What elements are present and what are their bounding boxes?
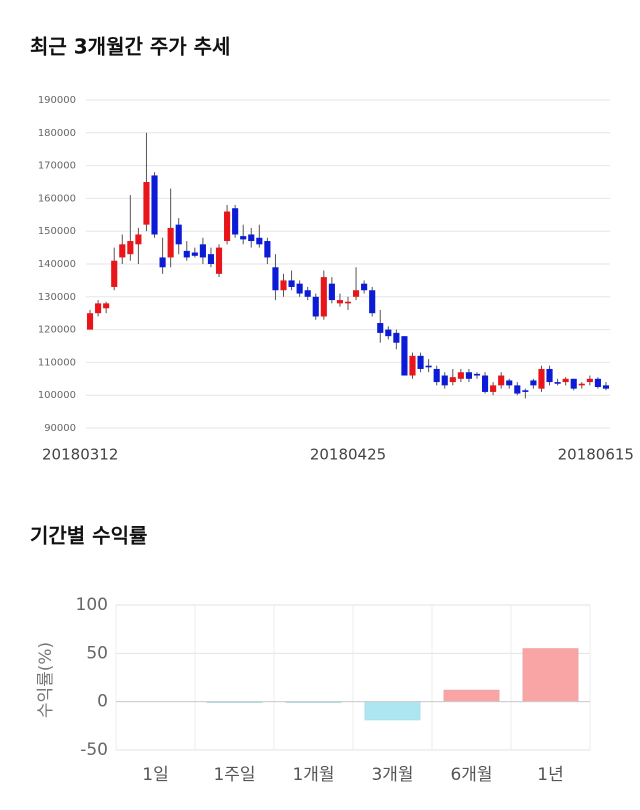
y-tick-label: 180000	[38, 128, 76, 139]
candle-body	[344, 301, 352, 304]
y-tick-label: 160000	[38, 193, 76, 204]
candle-body	[183, 250, 190, 258]
y-tick-label: 190000	[38, 95, 76, 106]
candle-body	[498, 375, 505, 386]
chart-title: 기간별 수익률	[30, 524, 147, 548]
candle-body	[119, 244, 126, 258]
candle-body	[304, 290, 311, 297]
candle-body	[457, 372, 464, 379]
candle-body	[175, 224, 182, 245]
candle-body	[393, 332, 400, 343]
candle-body	[86, 313, 94, 330]
candle-body	[481, 375, 489, 392]
candle-body	[473, 373, 481, 376]
candle-body	[256, 237, 263, 245]
x-tick-label: 3개월	[371, 765, 413, 785]
y-tick-label: 100000	[38, 390, 76, 401]
x-tick-label: 1일	[142, 765, 168, 785]
candle-body	[240, 236, 247, 240]
candle-body	[215, 247, 223, 274]
candle-body	[417, 355, 424, 369]
candle-body	[602, 385, 610, 389]
y-tick-label: 90000	[44, 423, 76, 434]
y-tick-label: 170000	[38, 161, 76, 172]
y-tick-label: 110000	[38, 357, 76, 368]
candle-body	[449, 377, 456, 383]
candle-body	[95, 303, 102, 314]
candle-body	[151, 175, 158, 235]
candle-body	[167, 227, 174, 258]
candle-body	[288, 280, 295, 287]
candle-body	[522, 390, 529, 392]
y-axis-label: 수익률(%)	[36, 642, 56, 718]
candle-body	[159, 257, 166, 268]
candle-body	[570, 378, 577, 389]
y-tick-label: 130000	[38, 292, 76, 303]
candle-body	[546, 368, 553, 383]
candle-body	[224, 211, 231, 242]
candle-body	[578, 383, 585, 386]
candle-body	[191, 252, 198, 256]
candle-body	[320, 277, 327, 317]
candle-body	[425, 365, 432, 368]
candle-body	[296, 283, 303, 294]
candle-body	[103, 303, 110, 309]
x-tick-label: 20180615	[558, 446, 634, 464]
candle-body	[328, 283, 335, 301]
y-tick-label: -50	[80, 740, 108, 760]
bar	[443, 689, 500, 702]
candle-body	[232, 208, 239, 235]
candle-body	[312, 296, 319, 317]
candle-body	[336, 300, 344, 304]
candle-body	[409, 355, 416, 376]
candle-body	[143, 182, 150, 225]
y-tick-label: 140000	[38, 259, 76, 270]
candle-body	[490, 385, 497, 392]
candle-body	[111, 260, 118, 287]
candle-body	[554, 382, 561, 384]
x-tick-label: 1주일	[213, 765, 255, 785]
bar	[522, 648, 579, 702]
candle-body	[199, 244, 206, 258]
candle-body	[135, 234, 142, 245]
candle-body	[264, 241, 271, 258]
x-tick-label: 6개월	[450, 765, 492, 785]
y-tick-label: 0	[97, 692, 108, 712]
candle-body	[207, 254, 215, 264]
candle-body	[272, 267, 279, 291]
candle-body	[385, 329, 392, 337]
x-tick-label: 20180312	[42, 446, 118, 464]
candle-body	[465, 372, 472, 379]
candle-body	[506, 380, 513, 386]
candle-body	[401, 336, 408, 376]
y-tick-label: 50	[86, 643, 108, 663]
candle-body	[369, 290, 376, 314]
candle-body	[248, 234, 255, 242]
y-tick-label: 150000	[38, 226, 76, 237]
candle-body	[127, 241, 134, 255]
candle-body	[441, 375, 448, 386]
x-tick-label: 1개월	[292, 765, 334, 785]
x-tick-label: 20180425	[310, 446, 386, 464]
candle-body	[280, 280, 287, 291]
candle-body	[586, 378, 593, 383]
candle-body	[514, 385, 521, 394]
candle-body	[352, 290, 360, 297]
candle-body	[377, 323, 384, 333]
y-tick-label: 120000	[38, 325, 76, 336]
chart-title: 최근 3개월간 주가 추세	[30, 35, 230, 59]
y-tick-label: 100	[76, 595, 108, 615]
candle-body	[433, 368, 440, 383]
candle-body	[538, 368, 545, 389]
candle-body	[361, 283, 368, 291]
x-tick-label: 1년	[537, 765, 563, 785]
bar	[364, 701, 421, 721]
candle-body	[594, 378, 601, 387]
candle-body	[530, 380, 537, 386]
candle-body	[562, 378, 569, 383]
